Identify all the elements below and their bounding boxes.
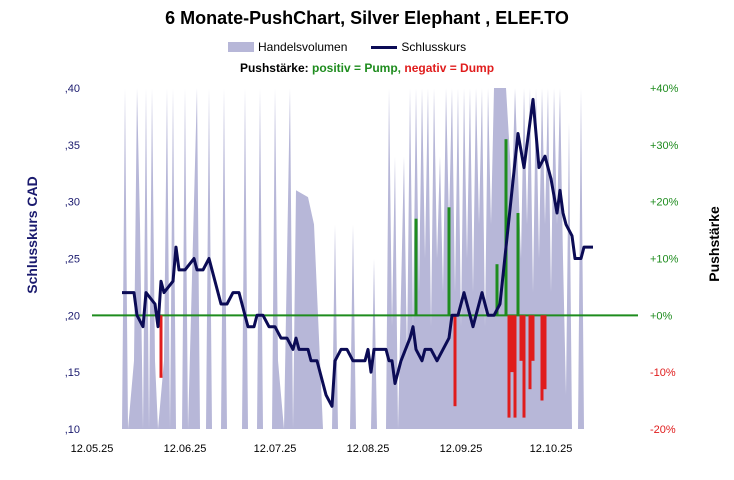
push-bar-dump [453,315,457,407]
y-left-tick-label: ,10 [65,424,80,436]
push-bar-dump [531,315,535,361]
push-legend-prefix: Pushstärke: [239,61,309,75]
y-right-tick-label: -10% [650,367,676,379]
push-bar-dump [540,315,544,401]
push-legend-negative: negativ = Dump [404,61,495,75]
legend-close: Schlusskurs [371,40,466,54]
legend-volume: Handelsvolumen [228,40,347,54]
legend-volume-label: Handelsvolumen [258,40,348,54]
legend-close-label: Schlusskurs [401,40,467,54]
push-bar-dump [543,315,547,390]
push-bar-pump [504,139,508,316]
x-tick-label: 12.07.25 [254,443,297,455]
y-right-tick-label: -20% [650,424,676,436]
x-tick-label: 12.09.25 [440,443,483,455]
y-left-tick-label: ,30 [65,197,80,209]
y-right-tick-label: +30% [650,140,679,152]
push-legend: Pushstärke: positiv = Pump, negativ = Du… [0,61,734,75]
x-tick-label: 12.08.25 [347,443,390,455]
y-left-tick-label: ,15 [65,367,80,379]
y-right-tick-label: +20% [650,197,679,209]
push-bar-dump [528,315,532,390]
y-left-tick-label: ,20 [65,310,80,322]
push-bar-pump [495,264,499,316]
push-bar-dump [513,315,517,418]
push-bar-dump [159,315,163,378]
x-tick-label: 12.06.25 [164,443,207,455]
push-bar-dump [510,315,514,373]
push-legend-positive: positiv = Pump, [312,61,402,75]
push-bar-dump [522,315,526,418]
push-bar-dump [519,315,523,361]
push-bar-dump [507,315,511,418]
x-tick-label: 12.05.25 [71,443,114,455]
y-left-tick-label: ,40 [65,83,80,95]
push-bar-pump [414,218,418,316]
y-right-tick-label: +0% [650,310,673,322]
close-price-line [122,97,593,408]
volume-swatch-icon [228,42,254,52]
y-left-tick-label: ,25 [65,254,80,266]
push-bar-pump [447,207,451,316]
chart-legend: Handelsvolumen Schlusskurs [228,40,490,54]
volume-area [122,88,593,429]
chart-title: 6 Monate-PushChart, Silver Elephant , EL… [165,8,569,28]
push-bar-pump [516,213,520,316]
close-line-swatch-icon [371,45,398,49]
y-right-tick-label: +10% [650,254,679,266]
x-tick-label: 12.10.25 [530,443,573,455]
y-left-tick-label: ,35 [65,140,80,152]
y-right-tick-label: +40% [650,83,679,95]
